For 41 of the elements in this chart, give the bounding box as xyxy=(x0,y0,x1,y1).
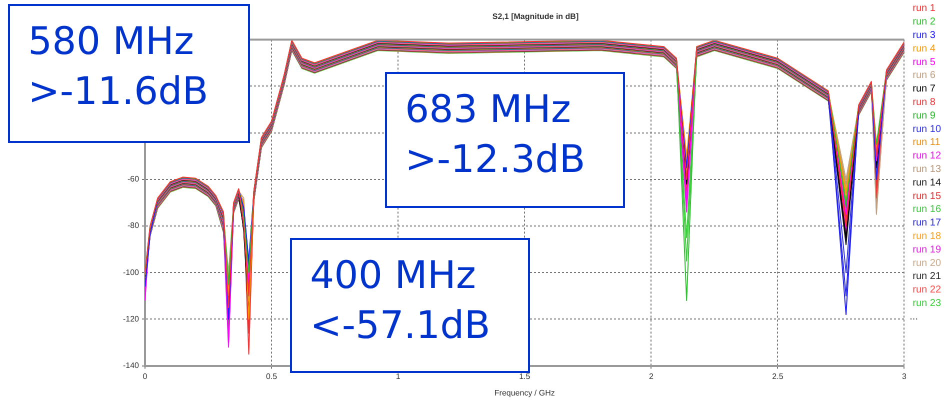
series-label: run 4 xyxy=(912,43,936,54)
y-tick-label: -80 xyxy=(127,221,140,230)
text: run 6 xyxy=(912,70,936,82)
text: run 18 xyxy=(912,230,942,242)
annotation: 683 MHz >-12.3dB xyxy=(385,72,625,208)
text: run 13 xyxy=(912,164,942,175)
series-label: run 2 xyxy=(912,16,936,28)
text: run 8 xyxy=(912,96,936,108)
x-tick-label: 2.5 xyxy=(772,372,784,381)
x-tick-label: 3 xyxy=(902,372,908,381)
text: run 22 xyxy=(912,284,942,296)
text: run 17 xyxy=(912,218,942,229)
text: run 19 xyxy=(912,244,942,256)
y-tick-label: -100 xyxy=(122,268,140,277)
x-tick-label: 2 xyxy=(648,372,654,381)
text: run 16 xyxy=(912,204,942,216)
chart-title: S2,1 [Magnitude in dB] xyxy=(492,12,579,22)
x-tick-label: 1 xyxy=(396,372,401,381)
annotation: 400 MHz <-57.1dB xyxy=(290,238,530,373)
text: run 14 xyxy=(912,177,942,188)
y-tick-label: -120 xyxy=(122,314,140,324)
text: run 9 xyxy=(912,110,936,122)
series-label: run 5 xyxy=(912,56,936,68)
x-tick-label: 0 xyxy=(142,372,148,381)
text: run 1 xyxy=(912,3,936,14)
text: run 12 xyxy=(912,150,942,162)
text: run 21 xyxy=(912,271,942,282)
annotation: 580 MHz >-11.6dB xyxy=(8,4,250,143)
series-label: run 3 xyxy=(912,30,936,41)
x-tick-label: 1.5 xyxy=(519,372,531,381)
text: run 23 xyxy=(912,298,942,309)
text: run 15 xyxy=(912,190,942,202)
x-axis-title: Frequency / GHz xyxy=(494,388,555,398)
text: run 7 xyxy=(912,84,936,95)
text: ... xyxy=(910,311,918,322)
text: run 10 xyxy=(912,124,942,135)
text: run 20 xyxy=(912,258,942,269)
text: run 11 xyxy=(912,137,941,148)
x-tick-label: 0.5 xyxy=(266,372,278,381)
y-tick-label: -140 xyxy=(122,361,140,370)
y-tick-label: -60 xyxy=(127,174,140,184)
